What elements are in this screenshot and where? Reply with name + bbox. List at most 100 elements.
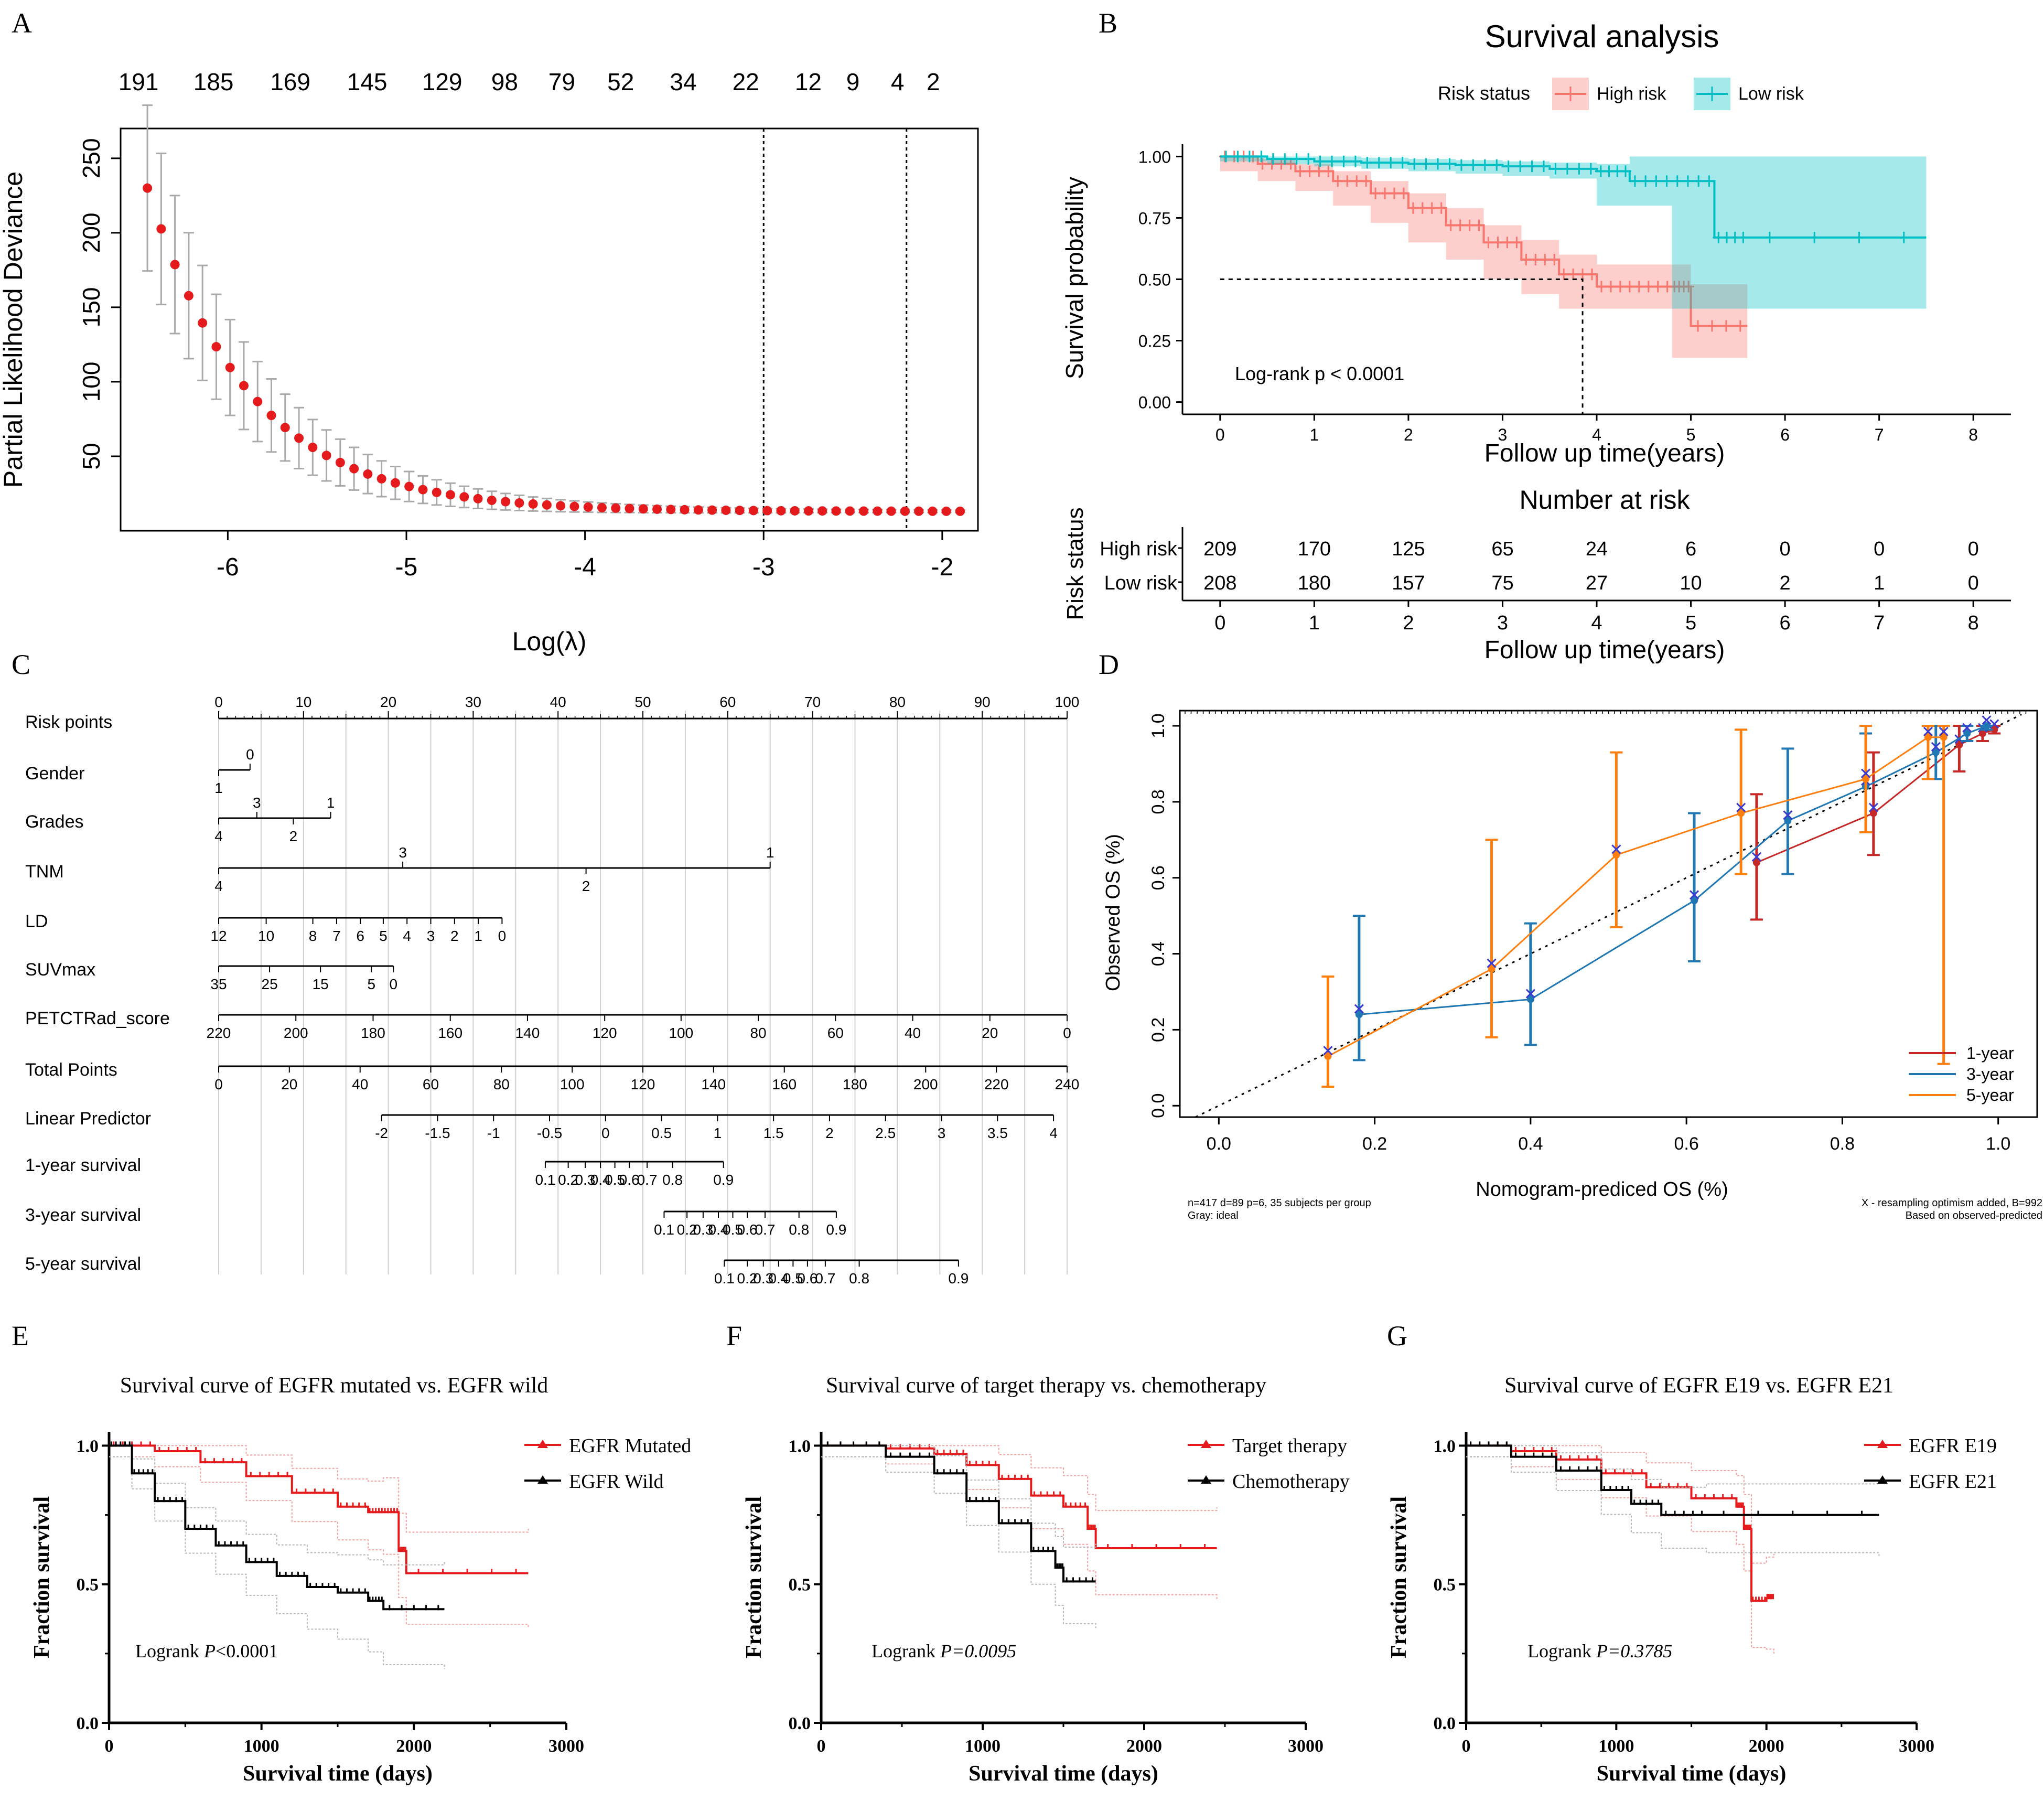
risk-count: 0 bbox=[1968, 572, 1979, 594]
deviance-point bbox=[459, 492, 469, 502]
censor-mark bbox=[1650, 175, 1662, 187]
tick-label: 20 bbox=[281, 1076, 297, 1092]
y-axis-label: Fraction survival bbox=[30, 1496, 54, 1658]
censor-mark bbox=[1561, 163, 1573, 175]
panel-label-g: G bbox=[1387, 1320, 1407, 1352]
risk-count: 6 bbox=[1685, 538, 1696, 560]
tick-label: 2 bbox=[825, 1125, 834, 1141]
tick-label: 20 bbox=[380, 694, 396, 710]
legend-label: Target therapy bbox=[1232, 1435, 1347, 1457]
risk-x-tick-label: 8 bbox=[1968, 612, 1979, 634]
calibration-point bbox=[1488, 965, 1496, 973]
legend-key-mark bbox=[1563, 87, 1578, 101]
y-tick-label: 0.5 bbox=[789, 1575, 811, 1595]
censor-mark bbox=[1267, 153, 1279, 165]
censor-mark bbox=[1232, 151, 1244, 163]
calibration-point bbox=[1983, 722, 1991, 730]
tick-label: 0.3 bbox=[753, 1270, 773, 1287]
x-tick-label: -3 bbox=[752, 553, 775, 581]
y-tick-label: 1.0 bbox=[1434, 1436, 1456, 1456]
calibration-point bbox=[1691, 897, 1698, 905]
x-tick-label: -5 bbox=[395, 553, 418, 581]
censor-mark bbox=[1693, 175, 1705, 187]
optimism-x-mark bbox=[1783, 810, 1793, 820]
top-label: 98 bbox=[491, 68, 518, 95]
tick-label: 0.2 bbox=[737, 1270, 758, 1287]
y-tick-label: 1.0 bbox=[77, 1436, 99, 1456]
tick-label: 0.5 bbox=[651, 1125, 672, 1141]
risk-x-tick-label: 5 bbox=[1685, 612, 1696, 634]
risk-count: 170 bbox=[1298, 538, 1331, 560]
ci-lower bbox=[109, 1456, 445, 1669]
tick-label: 80 bbox=[889, 694, 906, 710]
legend-label: EGFR E19 bbox=[1909, 1435, 1997, 1457]
x-tick-label: -2 bbox=[931, 553, 954, 581]
x-tick-label: 6 bbox=[1780, 425, 1790, 444]
deviance-point bbox=[693, 505, 703, 515]
censor-mark bbox=[1671, 175, 1683, 187]
tick-label: 2 bbox=[450, 928, 459, 944]
y-tick-label: 0.8 bbox=[1148, 789, 1168, 814]
legend-title: Risk status bbox=[1438, 82, 1530, 104]
panel-e: Survival curve of EGFR mutated vs. EGFR … bbox=[30, 1374, 691, 1786]
calibration-point bbox=[1991, 726, 1998, 734]
calibration-point bbox=[1869, 809, 1877, 817]
row-label: Gender bbox=[25, 764, 84, 784]
deviance-point bbox=[790, 506, 800, 516]
top-label: 22 bbox=[733, 68, 759, 95]
row-label: Grades bbox=[25, 812, 84, 832]
y-tick-label: 1.0 bbox=[1148, 713, 1168, 738]
censor-mark bbox=[1361, 157, 1373, 169]
tick-label: 30 bbox=[465, 694, 481, 710]
tick-label: 0.6 bbox=[737, 1221, 758, 1238]
censor-mark bbox=[1467, 159, 1479, 171]
censor-mark bbox=[1585, 163, 1597, 175]
risk-count: 209 bbox=[1203, 538, 1236, 560]
tick-label: -2 bbox=[375, 1125, 388, 1141]
deviance-point bbox=[404, 481, 414, 491]
deviance-point bbox=[817, 506, 827, 516]
plot-frame-a bbox=[120, 127, 979, 532]
tick-label: 0.1 bbox=[654, 1221, 674, 1238]
tick-label: 0.2 bbox=[558, 1172, 578, 1188]
tick-label: 0.6 bbox=[619, 1172, 640, 1188]
panel-d: 0.0 0.2 0.4 0.6 0.8 1.0 0.0 0.2 0.4 0.6 0.8 1.0 Nomo… bbox=[1102, 710, 2042, 1221]
x-tick-label: 0.4 bbox=[1518, 1134, 1543, 1154]
censor-mark bbox=[1586, 269, 1598, 281]
legend-label: Chemotherapy bbox=[1232, 1471, 1350, 1493]
risk-table-row-label: High risk bbox=[1100, 538, 1178, 560]
x-tick-label: 2000 bbox=[1126, 1736, 1162, 1756]
calibration-point bbox=[1978, 730, 1986, 737]
x-tick-label: -6 bbox=[217, 553, 239, 581]
tick-label: 1 bbox=[327, 795, 335, 811]
tick-label: 0 bbox=[1063, 1025, 1071, 1041]
censor-mark bbox=[1279, 153, 1291, 165]
tick-label: 180 bbox=[843, 1076, 867, 1092]
tick-label: 80 bbox=[750, 1025, 766, 1041]
row-label: Risk points bbox=[25, 712, 112, 732]
y-tick-label: 150 bbox=[78, 287, 105, 328]
panel-g: Survival curve of EGFR E19 vs. EGFR E21 0… bbox=[1387, 1374, 1997, 1786]
deviance-point bbox=[501, 497, 511, 507]
risk-x-tick-label: 0 bbox=[1214, 612, 1225, 634]
censor-mark bbox=[1640, 175, 1652, 187]
top-label: 79 bbox=[548, 68, 575, 95]
tick-label: 140 bbox=[701, 1076, 726, 1092]
tick-label: 0.5 bbox=[605, 1172, 625, 1188]
tick-label: 0 bbox=[214, 694, 223, 710]
censor-mark bbox=[1290, 153, 1303, 165]
tick-label: 35 bbox=[210, 976, 227, 992]
x-tick-label: 1000 bbox=[965, 1736, 1001, 1756]
deviance-point bbox=[335, 457, 345, 467]
deviance-point bbox=[321, 451, 331, 460]
tick-label: 0.9 bbox=[826, 1221, 846, 1238]
survival-curve-1 bbox=[1466, 1444, 1879, 1516]
row-label: Total Points bbox=[25, 1060, 117, 1080]
tick-label: 40 bbox=[550, 694, 566, 710]
optimism-x-mark bbox=[1923, 726, 1933, 736]
censor-mark bbox=[1514, 160, 1526, 173]
deviance-point bbox=[941, 506, 951, 516]
x-tick-label: 1000 bbox=[244, 1736, 279, 1756]
x-axis-label: Survival time (days) bbox=[243, 1762, 433, 1786]
tick-label: 60 bbox=[423, 1076, 439, 1092]
